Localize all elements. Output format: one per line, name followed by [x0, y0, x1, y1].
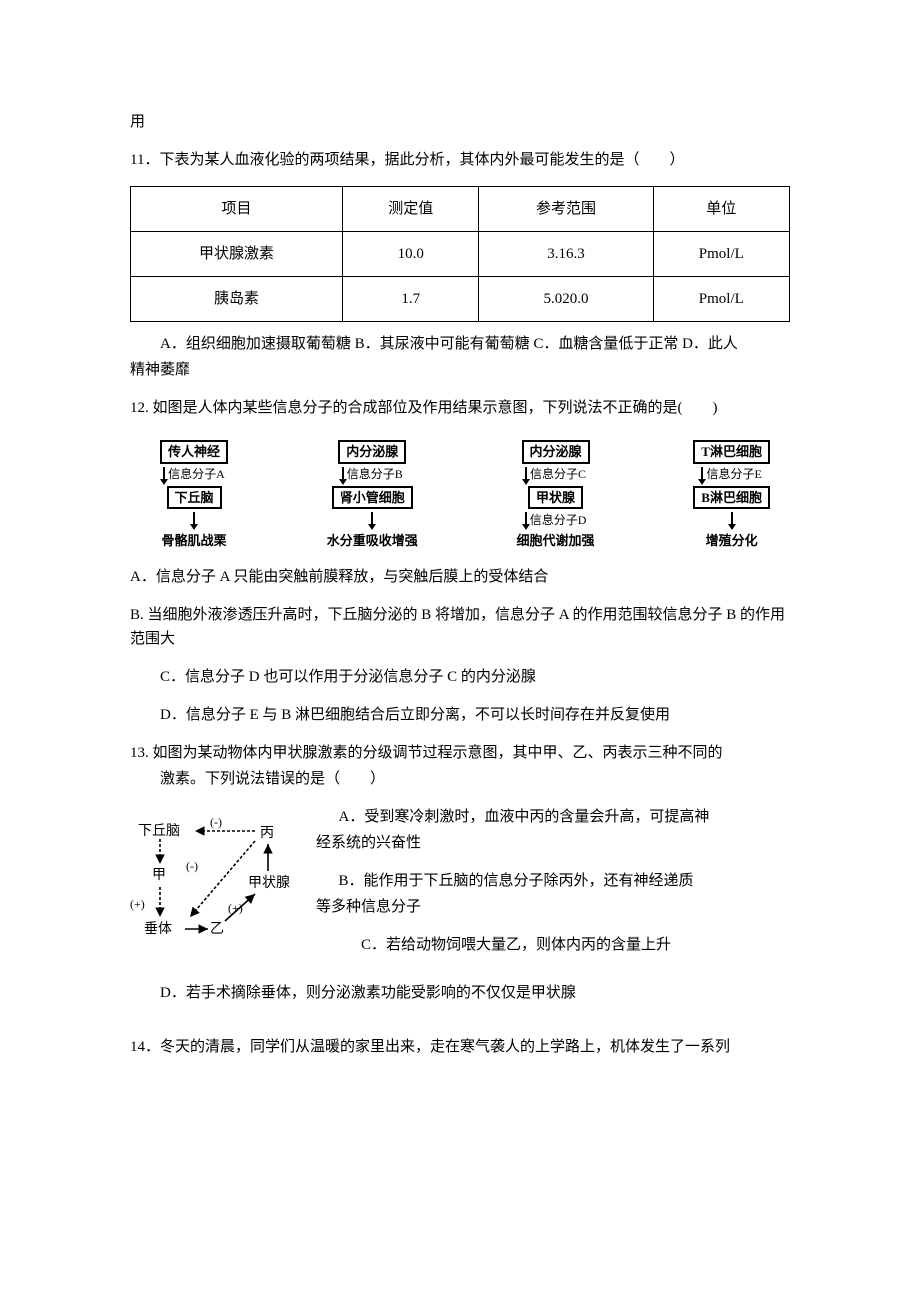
- q12-out: 骨骼肌战栗: [162, 533, 227, 549]
- arrow-row: 信息分子C: [525, 464, 586, 486]
- cell: 1.7: [343, 277, 479, 322]
- node-yi: 乙: [210, 919, 224, 941]
- q12-lbl: 信息分子B: [347, 467, 403, 481]
- arrow-row: 信息分子D: [525, 509, 587, 531]
- th-item: 项目: [131, 187, 343, 232]
- q13-block: 下丘脑 甲 (+) 垂体 乙 (+) 甲状腺 丙 (-) (-) A．受到寒冷刺…: [130, 805, 790, 971]
- cell: 5.020.0: [479, 277, 653, 322]
- node-thyroid: 甲状腺: [248, 873, 290, 895]
- q12-lbl: 信息分子A: [168, 467, 225, 481]
- q12-opt-b: B. 当细胞外液渗透压升高时，下丘脑分泌的 B 将增加，信息分子 A 的作用范围…: [130, 603, 790, 651]
- q12-col-e: T淋巴细胞 信息分子E B淋巴细胞 增殖分化: [693, 440, 770, 549]
- down-arrow-icon: [342, 467, 344, 483]
- q14-stem: 14．冬天的清晨，同学们从温暖的家里出来，走在寒气袭人的上学路上，机体发生了一系…: [130, 1035, 790, 1059]
- arrow-row: [371, 509, 373, 531]
- cell: 10.0: [343, 232, 479, 277]
- q12-lbl: 信息分子E: [706, 467, 761, 481]
- q12-figure: 传人神经 信息分子A 下丘脑 骨骼肌战栗 内分泌腺 信息分子B 肾小管细胞 水分…: [130, 434, 790, 555]
- node-bing: 丙: [260, 823, 274, 845]
- q12-top: 内分泌腺: [522, 440, 590, 464]
- node-hypothalamus: 下丘脑: [138, 821, 180, 843]
- q12-col-a: 传人神经 信息分子A 下丘脑 骨骼肌战栗: [160, 440, 228, 549]
- down-arrow-icon: [525, 512, 527, 528]
- q12-box: 甲状腺: [528, 486, 583, 510]
- q11-opts-line2: 精神萎靡: [130, 358, 790, 382]
- down-arrow-icon: [731, 512, 733, 528]
- q12-out: 增殖分化: [706, 533, 758, 549]
- q13-opt-b2: 等多种信息分子: [316, 895, 790, 919]
- arrow-row: 信息分子E: [701, 464, 761, 486]
- q12-lbl: 信息分子D: [530, 513, 587, 527]
- arrow-row: [731, 509, 733, 531]
- page: 用 11．下表为某人血液化验的两项结果，据此分析，其体内外最可能发生的是（ ） …: [0, 0, 920, 1302]
- down-arrow-icon: [701, 467, 703, 483]
- q12-lbl: 信息分子C: [530, 467, 586, 481]
- q12-top: T淋巴细胞: [693, 440, 770, 464]
- cell: 3.16.3: [479, 232, 653, 277]
- plus-2: (+): [228, 899, 243, 918]
- q12-col-b: 内分泌腺 信息分子B 肾小管细胞 水分重吸收增强: [327, 440, 418, 549]
- q12-top: 传人神经: [160, 440, 228, 464]
- q12-stem: 12. 如图是人体内某些信息分子的合成部位及作用结果示意图，下列说法不正确的是(…: [130, 396, 790, 420]
- q11-table: 项目 测定值 参考范围 单位 甲状腺激素 10.0 3.16.3 Pmol/L …: [130, 186, 790, 322]
- q13-opt-a2: 经系统的兴奋性: [316, 831, 790, 855]
- q12-box: 肾小管细胞: [332, 486, 413, 510]
- minus-1: (-): [210, 813, 222, 832]
- cell: 胰岛素: [131, 277, 343, 322]
- q11-opts-line1: A．组织细胞加速摄取葡萄糖 B．其尿液中可能有葡萄糖 C．血糖含量低于正常 D．…: [130, 332, 790, 356]
- q11-stem: 11．下表为某人血液化验的两项结果，据此分析，其体内外最可能发生的是（ ）: [130, 148, 790, 172]
- q13-stem-1: 13. 如图为某动物体内甲状腺激素的分级调节过程示意图，其中甲、乙、丙表示三种不…: [130, 741, 790, 765]
- q13-opts-right: A．受到寒冷刺激时，血液中丙的含量会升高，可提高神 经系统的兴奋性 B．能作用于…: [316, 805, 790, 971]
- down-arrow-icon: [163, 467, 165, 483]
- q12-top: 内分泌腺: [338, 440, 406, 464]
- q12-box: 下丘脑: [167, 486, 222, 510]
- q12-box: B淋巴细胞: [693, 486, 770, 510]
- down-arrow-icon: [371, 512, 373, 528]
- table-row: 甲状腺激素 10.0 3.16.3 Pmol/L: [131, 232, 790, 277]
- q13-stem-2: 激素。下列说法错误的是（ ）: [130, 767, 790, 791]
- table-row: 项目 测定值 参考范围 单位: [131, 187, 790, 232]
- th-unit: 单位: [653, 187, 789, 232]
- q13-figure: 下丘脑 甲 (+) 垂体 乙 (+) 甲状腺 丙 (-) (-): [130, 809, 300, 959]
- th-range: 参考范围: [479, 187, 653, 232]
- cell: Pmol/L: [653, 277, 789, 322]
- q13-opt-c: C．若给动物饲喂大量乙，则体内丙的含量上升: [316, 933, 790, 957]
- q12-out: 细胞代谢加强: [517, 533, 595, 549]
- q12-opt-a: A．信息分子 A 只能由突触前膜释放，与突触后膜上的受体结合: [130, 565, 790, 589]
- q10-tail: 用: [130, 110, 790, 134]
- th-measure: 测定值: [343, 187, 479, 232]
- minus-2: (-): [186, 857, 198, 876]
- q13-opt-b1: B．能作用于下丘脑的信息分子除丙外，还有神经递质: [316, 869, 790, 893]
- q12-opt-c: C．信息分子 D 也可以作用于分泌信息分子 C 的内分泌腺: [130, 665, 790, 689]
- q12-opt-d: D．信息分子 E 与 B 淋巴细胞结合后立即分离，不可以长时间存在并反复使用: [130, 703, 790, 727]
- node-jia: 甲: [152, 865, 166, 887]
- q12-col-c: 内分泌腺 信息分子C 甲状腺 信息分子D 细胞代谢加强: [517, 440, 595, 549]
- cell: Pmol/L: [653, 232, 789, 277]
- q12-out: 水分重吸收增强: [327, 533, 418, 549]
- node-pituitary: 垂体: [144, 919, 172, 941]
- arrow-row: 信息分子B: [342, 464, 403, 486]
- arrow-row: [193, 509, 195, 531]
- q13-opt-d: D．若手术摘除垂体，则分泌激素功能受影响的不仅仅是甲状腺: [130, 981, 790, 1005]
- cell: 甲状腺激素: [131, 232, 343, 277]
- plus-1: (+): [130, 895, 145, 914]
- table-row: 胰岛素 1.7 5.020.0 Pmol/L: [131, 277, 790, 322]
- down-arrow-icon: [193, 512, 195, 528]
- down-arrow-icon: [525, 467, 527, 483]
- arrow-row: 信息分子A: [163, 464, 225, 486]
- q13-opt-a1: A．受到寒冷刺激时，血液中丙的含量会升高，可提高神: [316, 805, 790, 829]
